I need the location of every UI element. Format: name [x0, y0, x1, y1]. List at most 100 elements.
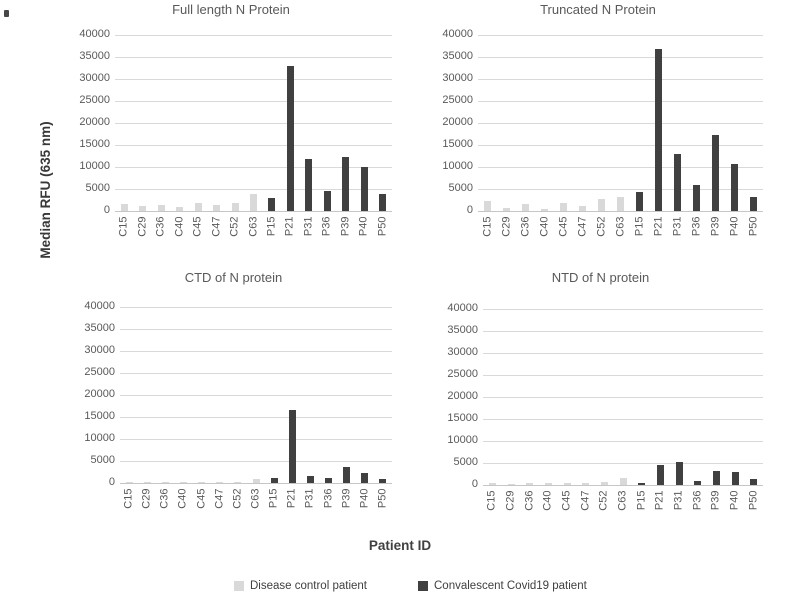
bar-P40 [360, 167, 368, 211]
bar-C47 [216, 482, 224, 483]
plot-area [483, 309, 763, 486]
gridline [478, 79, 763, 80]
x-tick-label: C47 [210, 216, 223, 237]
x-tick-label: P36 [690, 216, 702, 237]
y-tick-label: 10000 [447, 434, 478, 446]
bar-C47 [579, 206, 586, 211]
y-tick-label: 25000 [79, 94, 110, 106]
gridline [115, 101, 392, 102]
gridline [115, 189, 392, 190]
x-tick-label: P21 [283, 216, 296, 237]
y-tick-label: 20000 [84, 388, 115, 400]
x-tick-label: C29 [504, 490, 517, 511]
x-tick-label: C15 [117, 216, 130, 237]
bar-P40 [731, 472, 739, 485]
x-tick-label: C52 [228, 216, 241, 237]
bar-C36 [526, 483, 534, 485]
x-tick-label: C45 [557, 216, 569, 237]
gridline [115, 57, 392, 58]
x-tick-label: P40 [357, 216, 370, 237]
gridline [120, 417, 392, 418]
y-tick-label: 35000 [79, 50, 110, 62]
bar-P50 [750, 197, 757, 211]
bar-C45 [198, 482, 206, 483]
gridline [120, 461, 392, 462]
y-tick-label: 25000 [447, 368, 478, 380]
y-tick-label: 40000 [79, 28, 110, 40]
bar-C15 [484, 201, 491, 211]
bar-P15 [270, 478, 278, 483]
y-axis-label: Median RFU (635 nm) [38, 121, 53, 259]
bar-C47 [582, 483, 590, 485]
x-tick-label: C29 [500, 216, 512, 237]
gridline [115, 145, 392, 146]
bar-C29 [143, 482, 151, 483]
legend-label: Disease control patient [250, 580, 367, 592]
bar-C63 [252, 479, 260, 483]
bar-P21 [286, 66, 294, 211]
bar-C15 [488, 483, 496, 485]
x-tick-label: P50 [376, 488, 389, 509]
bar-C63 [250, 194, 257, 211]
x-tick-label: P36 [691, 490, 704, 511]
y-tick-label: 10000 [442, 160, 473, 172]
y-tick-label: 35000 [442, 50, 473, 62]
x-tick-label: P39 [709, 490, 722, 511]
bar-C29 [139, 206, 147, 211]
bar-P40 [361, 473, 369, 483]
bar-C36 [157, 205, 165, 211]
panel-title: NTD of N protein [551, 270, 650, 285]
x-tick-label: P31 [302, 216, 315, 237]
gridline [478, 101, 763, 102]
x-tick-label: C15 [485, 490, 498, 511]
y-tick-label: 15000 [79, 138, 110, 150]
gridline [115, 123, 392, 124]
gridline [483, 463, 763, 464]
x-tick-label: C36 [158, 488, 171, 509]
gridline [120, 395, 392, 396]
gridline [120, 439, 392, 440]
y-tick-label: 15000 [442, 138, 473, 150]
y-tick-label: 30000 [442, 72, 473, 84]
x-tick-label: C63 [247, 216, 259, 237]
bar-P36 [694, 481, 702, 485]
bar-P50 [379, 479, 387, 483]
x-tick-label: P31 [671, 216, 683, 237]
plot-area [115, 35, 392, 212]
gridline [478, 189, 763, 190]
x-tick-label: P39 [709, 216, 721, 237]
x-tick-label: C45 [195, 488, 208, 509]
x-tick-label: C45 [560, 490, 573, 511]
bar-P31 [674, 154, 681, 211]
x-tick-label: P21 [653, 490, 666, 511]
bar-P36 [323, 191, 331, 211]
y-tick-label: 25000 [442, 94, 473, 106]
bar-P36 [325, 478, 333, 483]
y-tick-label: 20000 [442, 116, 473, 128]
y-tick-label: 40000 [442, 28, 473, 40]
bar-P40 [731, 164, 738, 211]
bar-C40 [541, 209, 548, 211]
bar-P21 [288, 410, 296, 483]
gridline [120, 307, 392, 308]
bar-C15 [120, 204, 128, 211]
y-tick-label: 0 [471, 478, 478, 490]
x-tick-label: C52 [231, 488, 244, 509]
x-tick-label: P39 [340, 488, 353, 509]
y-tick-label: 0 [466, 204, 473, 216]
y-tick-label: 5000 [448, 182, 473, 194]
y-tick-label: 10000 [84, 432, 115, 444]
x-tick-label: C40 [176, 488, 189, 509]
y-tick-label: 20000 [79, 116, 110, 128]
panel-title: Full length N Protein [172, 2, 290, 17]
bar-C52 [600, 482, 608, 485]
legend-item: Convalescent Covid19 patient [418, 580, 587, 592]
bar-C40 [544, 483, 552, 485]
legend-item: Disease control patient [234, 580, 367, 592]
x-tick-label: P50 [747, 490, 760, 511]
bar-C36 [522, 204, 529, 211]
y-tick-label: 30000 [79, 72, 110, 84]
x-tick-label: C47 [576, 216, 588, 237]
y-tick-label: 30000 [84, 344, 115, 356]
x-axis-label: Patient ID [368, 538, 432, 553]
